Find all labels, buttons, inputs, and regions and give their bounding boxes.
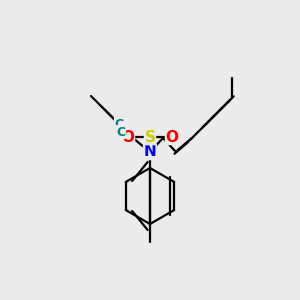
Text: O: O (122, 130, 134, 145)
Text: O: O (166, 130, 178, 145)
Text: C: C (116, 125, 126, 139)
Text: C: C (114, 118, 124, 130)
Text: S: S (145, 130, 155, 145)
Text: N: N (144, 145, 156, 160)
